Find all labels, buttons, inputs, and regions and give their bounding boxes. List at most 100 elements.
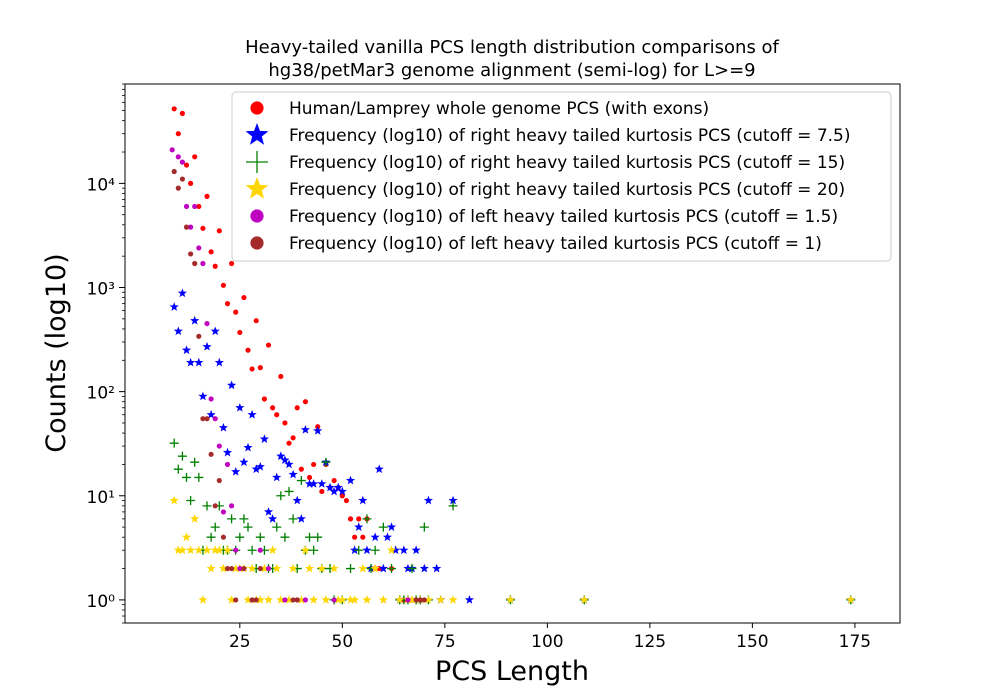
data-point: [329, 486, 339, 496]
data-point: [350, 595, 360, 604]
data-point: [255, 532, 265, 542]
data-point: [210, 545, 220, 555]
data-point: [231, 466, 241, 476]
data-point: [436, 595, 446, 604]
data-point: [304, 479, 315, 488]
data-point: [237, 565, 243, 572]
x-tick-label: 100: [531, 632, 563, 652]
data-point: [339, 493, 345, 499]
data-point: [251, 464, 261, 474]
data-point: [229, 565, 235, 572]
data-point: [378, 522, 388, 532]
data-point: [204, 416, 210, 422]
data-point: [169, 495, 179, 505]
data-point: [345, 475, 356, 485]
data-point: [579, 595, 589, 604]
y-tick-label: 10³: [87, 280, 115, 300]
legend-marker: [250, 236, 264, 250]
data-point: [208, 396, 214, 402]
data-point: [175, 131, 181, 137]
data-point: [177, 288, 187, 298]
data-point: [227, 514, 237, 524]
data-point: [192, 154, 198, 160]
data-point: [432, 563, 442, 573]
data-points: [169, 106, 856, 605]
data-point: [171, 168, 177, 175]
data-point: [276, 595, 286, 604]
data-point: [296, 476, 306, 486]
data-point: [177, 451, 187, 461]
x-tick-label: 125: [634, 632, 666, 652]
data-point: [218, 422, 228, 432]
data-point: [202, 341, 212, 351]
data-point: [311, 461, 317, 467]
data-point: [360, 534, 366, 540]
data-point: [247, 545, 257, 555]
legend-label: Frequency (log10) of left heavy tailed k…: [289, 234, 822, 254]
data-point: [241, 295, 247, 301]
data-point: [227, 595, 237, 604]
legend-label: Frequency (log10) of right heavy tailed …: [289, 126, 851, 146]
data-point: [411, 545, 421, 555]
data-point: [249, 597, 255, 603]
data-point: [304, 563, 315, 573]
data-point: [284, 595, 294, 604]
data-point: [202, 545, 212, 555]
legend-entry: Human/Lamprey whole genome PCS (with exo…: [250, 99, 709, 119]
data-point: [309, 595, 319, 604]
data-point: [243, 595, 253, 604]
data-point: [177, 545, 187, 555]
data-point: [194, 545, 204, 555]
data-point: [399, 545, 409, 555]
legend-box: [231, 91, 892, 262]
data-point: [272, 522, 282, 532]
data-point: [284, 459, 294, 469]
data-point: [300, 425, 310, 434]
x-tick-label: 75: [434, 632, 456, 652]
data-point: [175, 185, 181, 191]
data-point: [294, 405, 300, 411]
data-point: [370, 545, 380, 555]
data-point: [169, 302, 179, 311]
data-point: [259, 434, 269, 443]
chart-title-line2: hg38/petMar3 genome alignment (semi-log)…: [268, 60, 755, 81]
data-point: [233, 597, 239, 603]
data-point: [200, 416, 206, 422]
data-point: [173, 464, 183, 474]
data-point: [288, 514, 298, 524]
legend-marker: [246, 151, 268, 173]
data-point: [292, 495, 302, 505]
data-point: [204, 193, 210, 199]
data-point: [192, 260, 198, 267]
data-point: [419, 563, 429, 573]
data-point: [448, 501, 458, 511]
data-point: [196, 333, 202, 339]
data-point: [302, 399, 309, 405]
data-point: [235, 532, 245, 542]
data-point: [190, 315, 200, 325]
chart-title: Heavy-tailed vanilla PCS length distribu…: [245, 37, 779, 81]
data-point: [413, 597, 419, 603]
data-point: [333, 482, 343, 492]
data-point: [216, 477, 222, 484]
data-point: [233, 547, 239, 553]
data-point: [337, 595, 347, 604]
data-point: [464, 595, 475, 604]
data-point: [358, 563, 368, 573]
data-point: [229, 503, 235, 509]
legend-entry: Frequency (log10) of right heavy tailed …: [246, 151, 845, 173]
data-point: [171, 106, 177, 112]
data-point: [224, 565, 231, 572]
data-point: [407, 564, 417, 574]
data-point: [231, 563, 241, 573]
data-point: [356, 516, 362, 522]
data-point: [317, 563, 327, 573]
data-point: [196, 203, 202, 210]
data-point: [183, 224, 190, 230]
data-point: [233, 309, 239, 315]
data-point: [208, 451, 214, 457]
data-point: [257, 365, 263, 371]
legend-entry: Frequency (log10) of right heavy tailed …: [245, 123, 851, 146]
data-point: [218, 563, 228, 573]
data-point: [272, 472, 282, 482]
